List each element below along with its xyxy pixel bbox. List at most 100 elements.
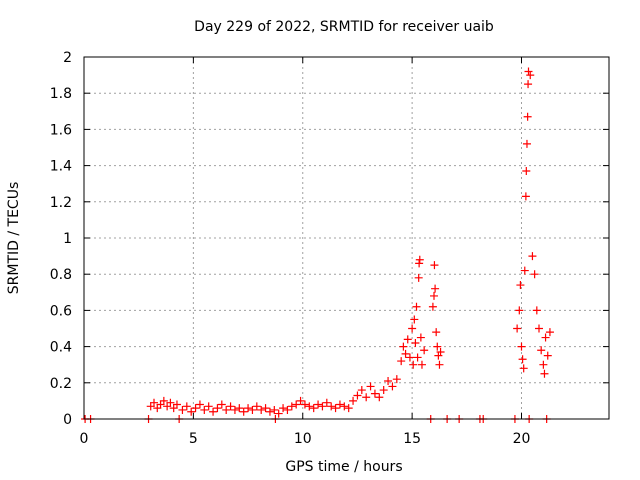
data-point xyxy=(528,252,537,261)
data-point xyxy=(412,302,421,311)
data-point xyxy=(235,404,244,413)
data-point xyxy=(226,402,235,411)
data-point xyxy=(230,405,239,414)
data-points xyxy=(81,67,554,423)
data-point xyxy=(270,405,279,414)
data-point xyxy=(296,396,305,405)
y-tick-label: 1 xyxy=(63,231,72,247)
data-point xyxy=(388,382,397,391)
data-point xyxy=(541,333,550,342)
data-point xyxy=(265,407,274,416)
data-point xyxy=(195,400,204,409)
data-point xyxy=(416,333,425,342)
data-point xyxy=(287,402,296,411)
data-point xyxy=(239,407,248,416)
data-point xyxy=(411,338,420,347)
grid-lines xyxy=(84,57,609,419)
y-tick-label: 1.2 xyxy=(50,195,72,211)
data-point xyxy=(420,346,429,355)
data-point xyxy=(344,404,353,413)
data-point xyxy=(535,324,543,333)
data-point xyxy=(543,351,552,360)
data-point xyxy=(217,400,226,409)
data-point xyxy=(539,360,548,369)
data-point xyxy=(248,405,257,414)
y-tick-label: 2 xyxy=(63,50,72,66)
data-point xyxy=(357,386,366,395)
data-point xyxy=(318,402,327,411)
data-point xyxy=(521,192,530,201)
data-point xyxy=(399,342,408,351)
data-point xyxy=(314,400,323,409)
x-tick-label: 5 xyxy=(189,431,198,447)
data-point xyxy=(362,393,371,402)
data-point xyxy=(153,404,162,413)
data-point xyxy=(366,382,375,391)
y-tick-label: 1.6 xyxy=(50,122,72,138)
data-point xyxy=(292,400,301,409)
y-tick-label: 1.8 xyxy=(50,86,72,102)
y-tick-label: 1.4 xyxy=(50,159,72,175)
x-tick-label: 0 xyxy=(80,431,89,447)
y-tick-label: 0 xyxy=(63,412,72,428)
y-tick-label: 0.8 xyxy=(50,267,72,283)
data-point xyxy=(522,139,531,148)
data-point xyxy=(517,342,526,351)
data-point xyxy=(524,80,533,89)
data-point xyxy=(349,396,358,405)
data-point xyxy=(182,402,191,411)
data-point xyxy=(322,398,331,407)
data-point xyxy=(434,351,443,360)
data-point xyxy=(432,328,441,337)
data-point xyxy=(159,396,168,405)
data-point xyxy=(433,342,442,351)
data-point xyxy=(430,261,439,270)
data-point xyxy=(519,364,528,373)
data-point xyxy=(526,71,535,80)
data-point xyxy=(513,324,522,333)
y-tick-label: 0.6 xyxy=(50,303,72,319)
data-point xyxy=(200,405,209,414)
data-point xyxy=(392,375,401,384)
data-point xyxy=(414,273,423,282)
data-point xyxy=(178,405,187,414)
data-point xyxy=(532,306,541,315)
data-point xyxy=(436,348,445,357)
data-point xyxy=(523,112,532,121)
data-point xyxy=(146,402,155,411)
data-point xyxy=(520,266,529,275)
data-point xyxy=(257,405,266,414)
x-tick-label: 15 xyxy=(403,431,421,447)
data-point xyxy=(166,398,175,407)
data-point xyxy=(327,402,336,411)
data-point xyxy=(370,389,379,398)
data-point xyxy=(524,67,533,76)
data-point xyxy=(413,353,422,362)
data-point xyxy=(375,393,384,402)
data-point xyxy=(213,404,222,413)
data-point xyxy=(261,404,270,413)
y-tick-label: 0.2 xyxy=(50,376,72,392)
data-point xyxy=(430,291,438,300)
data-point xyxy=(187,407,196,416)
data-point xyxy=(518,355,527,364)
data-point xyxy=(516,281,525,290)
data-point xyxy=(515,306,524,315)
x-tick-label: 20 xyxy=(513,431,531,447)
data-point xyxy=(156,400,165,409)
data-point xyxy=(428,302,437,311)
y-tick-label: 0.4 xyxy=(50,340,72,356)
data-point xyxy=(204,402,213,411)
data-point xyxy=(522,167,531,176)
data-point xyxy=(410,315,419,324)
axis-ticks xyxy=(83,56,609,420)
data-point xyxy=(331,404,340,413)
data-point xyxy=(431,284,440,293)
data-point xyxy=(283,405,292,414)
x-tick-labels: 0 5 10 15 20 xyxy=(80,431,531,447)
data-point xyxy=(244,404,253,413)
data-point xyxy=(172,400,181,409)
data-point xyxy=(353,391,362,400)
